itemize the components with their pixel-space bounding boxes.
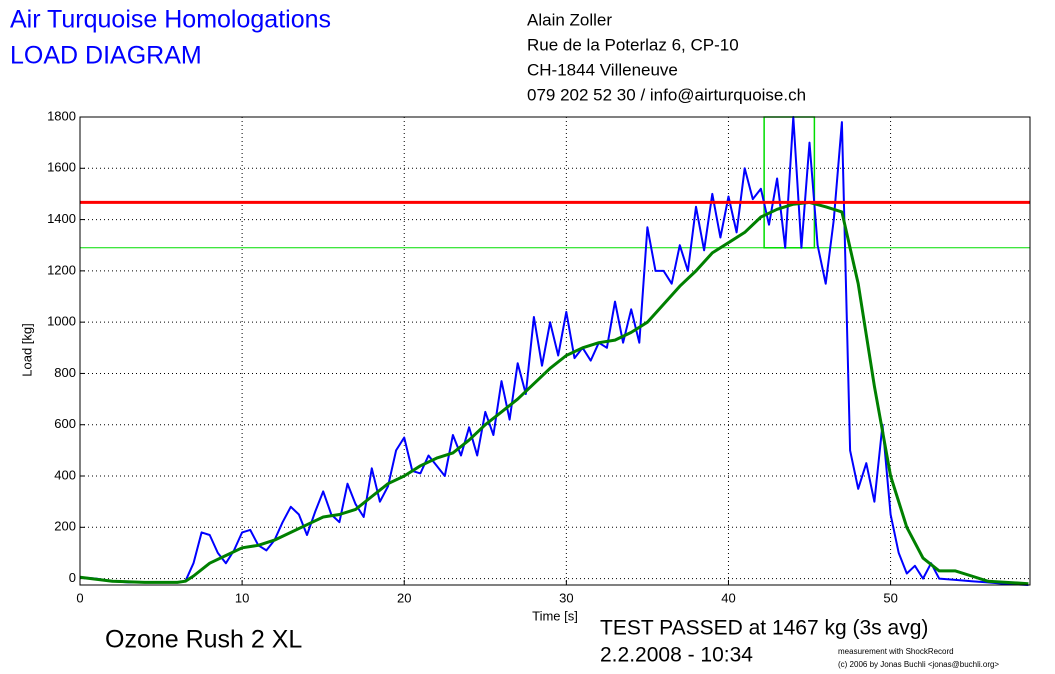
series-line: [79, 200, 1029, 586]
x-tick-label: 0: [76, 590, 83, 605]
y-tick-label: 800: [54, 365, 76, 380]
y-tick-label: 1200: [47, 262, 76, 277]
glider-name: Ozone Rush 2 XL: [105, 626, 302, 654]
x-tick-label: 20: [397, 590, 411, 605]
plot-frame: [79, 116, 1031, 586]
series-line: [79, 116, 1029, 586]
y-tick-label: 200: [54, 519, 76, 534]
address-line: Alain Zoller: [527, 10, 612, 29]
x-tick-label: 30: [559, 590, 573, 605]
credit: measurement with ShockRecord: [838, 647, 954, 656]
y-tick-label: 1000: [47, 314, 76, 329]
y-tick-label: 1800: [47, 108, 76, 123]
test-date: 2.2.2008 - 10:34: [600, 644, 753, 667]
y-tick-label: 1400: [47, 211, 76, 226]
y-tick-label: 1600: [47, 160, 76, 175]
y-tick-label: 0: [69, 570, 76, 585]
y-tick-label: 600: [54, 416, 76, 431]
x-tick-label: 10: [235, 590, 249, 605]
y-axis-label: Load [kg]: [19, 323, 34, 377]
chart-title: Air Turquoise Homologations: [10, 6, 331, 34]
x-tick-label: 50: [883, 590, 897, 605]
address-line: Rue de la Poterlaz 6, CP-10: [527, 35, 739, 54]
test-result: TEST PASSED at 1467 kg (3s avg): [600, 617, 928, 640]
x-tick-label: 40: [721, 590, 735, 605]
x-axis-label: Time [s]: [532, 608, 578, 623]
credit: (c) 2006 by Jonas Buchli <jonas@buchli.o…: [838, 660, 999, 669]
plot-background: [80, 117, 1030, 585]
chart-subtitle: LOAD DIAGRAM: [10, 42, 202, 70]
y-tick-label: 400: [54, 467, 76, 482]
address-line: 079 202 52 30 / info@airturquoise.ch: [527, 85, 806, 104]
address-line: CH-1844 Villeneuve: [527, 60, 678, 79]
